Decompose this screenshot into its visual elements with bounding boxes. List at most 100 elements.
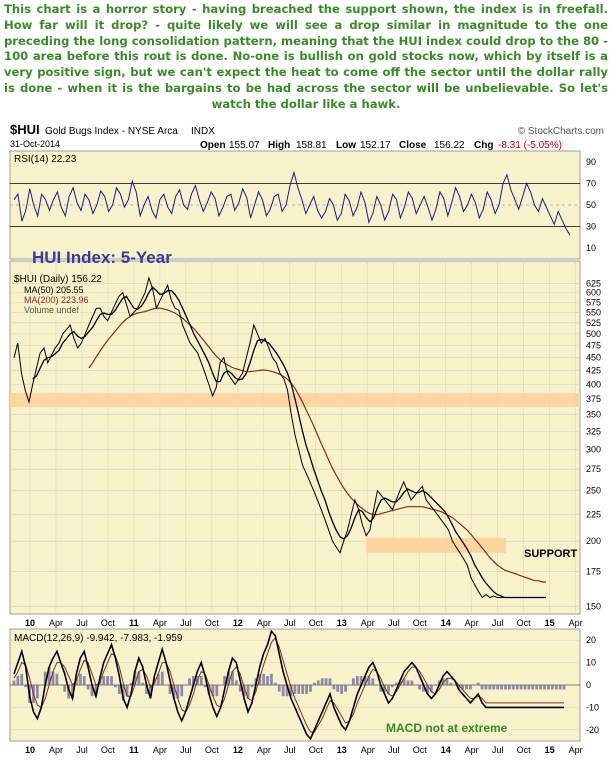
macd-hist-bar <box>418 685 422 690</box>
macd-hist-bar <box>55 673 59 685</box>
macd-hist-bar <box>394 682 398 685</box>
macd-hist-bar <box>231 671 234 685</box>
svg-text:152.17: 152.17 <box>360 140 391 151</box>
macd-hist-bar <box>445 678 449 685</box>
price-legend: $HUI (Daily) 156.22 MA(50) 205.55 MA(200… <box>14 274 102 315</box>
macd-hist-bar <box>305 685 308 694</box>
macd-hist-bar <box>63 685 67 692</box>
x-tick-label: 13 <box>337 618 347 628</box>
macd-hist-bar <box>67 685 71 699</box>
ma50-line <box>32 285 546 599</box>
macd-hist-bar <box>106 676 110 685</box>
macd-hist-bar <box>492 685 496 690</box>
svg-text:High: High <box>268 140 290 151</box>
x-tick-label-macd: Jul <box>284 745 296 755</box>
macd-hist-bar <box>367 676 371 685</box>
x-tick-label: Jul <box>180 618 192 628</box>
macd-hist-bar <box>133 671 137 685</box>
price-tick-label: 450 <box>586 353 601 363</box>
macd-hist-bar <box>301 685 305 694</box>
macd-hist-bar <box>546 685 550 690</box>
x-tick-label: 15 <box>545 618 555 628</box>
price-tick-label: 350 <box>586 410 601 420</box>
ma200-line <box>88 307 546 583</box>
price-tick-label: 400 <box>586 379 601 389</box>
x-tick-label-macd: Apr <box>49 745 63 755</box>
svg-text:155.07: 155.07 <box>229 140 260 151</box>
chart-name: Gold Bugs Index - NYSE Arca <box>45 126 178 137</box>
rsi-tick-labels: 90 70 50 30 10 <box>586 157 596 253</box>
chart-annotation: This chart is a horror story - having br… <box>4 2 608 116</box>
svg-text:$HUI (Daily) 156.22: $HUI (Daily) 156.22 <box>14 274 102 285</box>
macd-hist-bar <box>309 685 312 692</box>
x-tick-label-macd: Oct <box>413 745 428 755</box>
macd-hist-bar <box>441 678 445 685</box>
macd-label: MACD(12,26,9) -9.942, -7.983, -1.959 <box>14 633 183 644</box>
price-tick-label: 550 <box>586 307 601 317</box>
x-tick-label-macd: Apr <box>465 745 479 755</box>
macd-hist-bar <box>199 676 203 685</box>
price-tick-label: 475 <box>586 340 601 350</box>
x-tick-label: Jul <box>284 618 296 628</box>
price-tick-label: 500 <box>586 329 601 339</box>
rsi-tick-label: 30 <box>586 222 596 232</box>
macd-line <box>13 629 564 741</box>
chart-symbol: $HUI <box>10 122 40 137</box>
x-tick-label: Oct <box>205 618 220 628</box>
macd-hist-bar <box>168 685 172 694</box>
x-axis-labels-macd: 10 Apr Jul Oct 11 Apr Jul Oct 12 Apr Jul Oct 13 Apr Ju… <box>25 745 583 755</box>
macd-hist-bar <box>316 680 320 685</box>
x-tick-label: 10 <box>25 618 35 628</box>
macd-hist-bar <box>227 671 230 685</box>
chart-exchange: INDX <box>191 126 215 137</box>
macd-hist-bar <box>156 673 160 685</box>
rsi-tick-label: 50 <box>586 200 596 210</box>
macd-hist-bar <box>535 685 539 690</box>
x-tick-label-macd: Jul <box>388 745 400 755</box>
price-tick-label: 275 <box>586 464 601 474</box>
rsi-grid <box>10 183 580 227</box>
macd-hist-bar <box>149 685 152 697</box>
macd-signal-line <box>13 637 564 733</box>
macd-hist-bar <box>554 685 558 690</box>
macd-hist-bar <box>539 685 542 690</box>
x-tick-label-macd: Oct <box>205 745 220 755</box>
rsi-tick-label: 10 <box>586 243 596 253</box>
price-tick-label: 325 <box>586 426 601 436</box>
price-tick-label: 150 <box>586 601 601 611</box>
x-tick-label: Apr <box>49 618 63 628</box>
macd-hist-bar <box>262 673 266 685</box>
macd-hist-bar <box>390 685 394 688</box>
macd-hist-bar <box>203 685 207 688</box>
macd-hist-bar <box>519 685 523 690</box>
x-tick-label: Jul <box>76 618 88 628</box>
macd-hist-bar <box>320 678 324 685</box>
x-tick-label: 11 <box>129 618 139 628</box>
price-tick-label: 425 <box>586 366 601 376</box>
x-tick-label: Oct <box>101 618 116 628</box>
macd-hist-bar <box>488 685 492 690</box>
macd-hist-bar <box>238 685 242 692</box>
macd-hist-bar <box>422 685 425 692</box>
x-tick-label-macd: Oct <box>101 745 116 755</box>
macd-hist-bar <box>164 685 168 686</box>
macd-annotation: MACD not at extreme <box>386 721 508 735</box>
macd-hist-bar <box>114 685 117 688</box>
macd-histogram <box>12 667 566 703</box>
ohlc-readout: Open 155.07 High 158.81 Low 152.17 Close… <box>200 140 562 151</box>
macd-hist-bar <box>383 685 386 692</box>
macd-hist-bar <box>500 685 503 690</box>
macd-hist-bar <box>47 667 51 685</box>
chart-area: $HUI Gold Bugs Index - NYSE Arca INDX © … <box>9 122 604 755</box>
macd-hist-bar <box>36 685 39 699</box>
rsi-line <box>13 170 571 236</box>
macd-hist-bar <box>117 685 121 694</box>
macd-hist-bar <box>480 685 484 690</box>
chart-title: HUI Index: 5-Year <box>32 248 172 267</box>
svg-text:Low: Low <box>336 140 356 151</box>
macd-hist-bar <box>234 680 238 685</box>
x-tick-label: 14 <box>441 618 451 628</box>
macd-hist-bar <box>71 685 74 699</box>
price-tick-label: 200 <box>586 536 601 546</box>
macd-hist-bar <box>277 685 281 692</box>
